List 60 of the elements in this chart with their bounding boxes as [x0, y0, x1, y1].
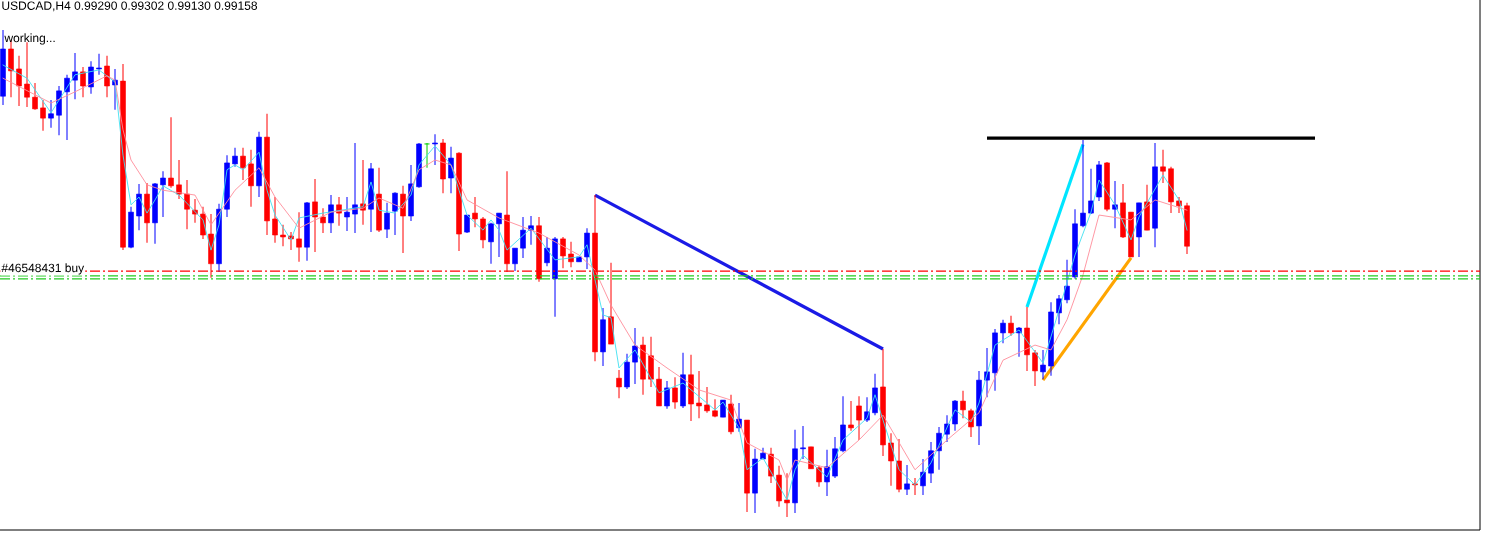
- candlestick: [904, 464, 910, 496]
- candlestick: [88, 60, 94, 95]
- candlestick: [392, 191, 398, 236]
- candlestick: [512, 247, 518, 272]
- candlestick: [384, 202, 390, 239]
- candlestick: [952, 399, 958, 432]
- candlestick: [160, 170, 166, 218]
- candlestick: [696, 370, 702, 419]
- candlestick: [136, 183, 142, 231]
- candlestick: [560, 236, 566, 269]
- candlestick: [480, 216, 486, 249]
- candlestick: [248, 149, 254, 208]
- candlestick: [544, 236, 550, 267]
- candlestick: [496, 212, 502, 258]
- candlestick: [920, 458, 926, 496]
- candlestick: [520, 216, 526, 259]
- candlestick: [48, 99, 54, 129]
- chart-title: USDCAD,H4 0.99290 0.99302 0.99130 0.99158: [2, 1, 258, 12]
- candlestick: [672, 376, 678, 410]
- candlestick: [632, 327, 638, 385]
- candlestick: [472, 196, 478, 228]
- candlestick: [32, 82, 38, 111]
- candlestick: [344, 196, 350, 232]
- candlestick: [320, 207, 326, 234]
- candlestick: [104, 55, 110, 98]
- candlestick: [312, 178, 318, 253]
- candlestick: [704, 386, 710, 414]
- candlestick: [96, 53, 102, 76]
- annotation: working...: [4, 33, 55, 45]
- candlestick: [168, 116, 174, 189]
- candlestick: [176, 159, 182, 200]
- candlestick: [1064, 259, 1070, 304]
- candlestick: [424, 142, 430, 169]
- candlestick: [856, 395, 862, 441]
- candlestick: [648, 336, 654, 388]
- candlestick: [16, 55, 22, 107]
- candlestick: [1160, 149, 1166, 184]
- candlestick: [328, 194, 334, 234]
- candlestick: [272, 196, 278, 244]
- candlestick: [40, 99, 46, 132]
- candlestick: [1080, 139, 1086, 228]
- candlestick: [784, 472, 790, 518]
- ref-line-label: #46548431 buy: [1, 263, 85, 275]
- candlestick: [280, 224, 286, 247]
- candlestick: [664, 380, 670, 410]
- candlestick: [800, 425, 806, 460]
- candlestick: [1032, 349, 1038, 387]
- candlestick: [960, 390, 966, 419]
- candlestick: [240, 147, 246, 181]
- candlestick: [1040, 349, 1046, 380]
- candlestick: [848, 400, 854, 432]
- candlestick: [616, 369, 622, 399]
- candlestick: [432, 133, 438, 166]
- candlestick: [80, 66, 86, 98]
- candlestick: [1008, 315, 1014, 337]
- candlestick: [232, 147, 238, 168]
- candlestick: [296, 211, 302, 263]
- candlestick: [816, 465, 822, 488]
- candlestick: [1000, 319, 1006, 344]
- candlestick: [488, 222, 494, 265]
